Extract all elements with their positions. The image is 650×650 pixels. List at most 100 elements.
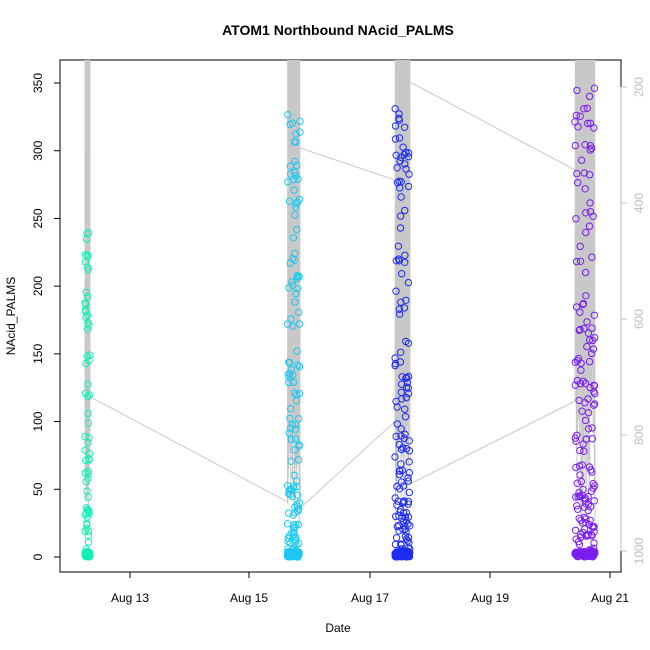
y-tick-label: 0	[31, 553, 45, 560]
data-point	[83, 352, 91, 361]
data-point	[404, 182, 413, 191]
data-point	[590, 401, 598, 409]
data-point	[404, 149, 413, 157]
data-point	[400, 123, 409, 132]
data-point	[401, 532, 410, 540]
data-point	[391, 359, 400, 368]
data-point	[396, 212, 405, 220]
data-point	[583, 318, 591, 326]
data-point	[405, 437, 413, 445]
y-axis: 0 50 100 150 200 250 300 350	[31, 73, 61, 560]
data-point	[396, 358, 405, 366]
data-point	[284, 111, 292, 119]
data-point	[573, 502, 581, 510]
data-point	[395, 470, 404, 479]
data-point	[287, 365, 295, 374]
data-point	[591, 389, 599, 398]
data-point	[576, 325, 584, 334]
data-point	[84, 252, 92, 260]
data-point	[589, 345, 598, 353]
data-point	[571, 550, 580, 558]
data-point	[576, 530, 585, 538]
data-point	[295, 441, 303, 449]
data-point	[295, 389, 304, 398]
data-point	[289, 322, 297, 330]
data-point	[289, 281, 297, 289]
data-point	[392, 287, 400, 295]
data-point	[292, 477, 301, 485]
data-point	[83, 229, 91, 238]
data-point	[587, 349, 596, 358]
data-point	[395, 177, 403, 186]
data-point	[83, 325, 92, 333]
data-point	[589, 479, 597, 488]
data-point	[396, 508, 404, 516]
altitude-connector	[299, 147, 396, 181]
data-point	[581, 185, 589, 193]
data-point	[577, 366, 585, 374]
data-point	[293, 225, 301, 234]
data-point	[405, 552, 413, 560]
data-point	[581, 268, 590, 277]
data-point	[81, 432, 89, 441]
data-point	[400, 304, 409, 312]
data-point	[393, 164, 401, 172]
data-point	[391, 105, 399, 113]
data-point	[589, 212, 597, 221]
data-point	[285, 284, 293, 292]
data-point	[404, 477, 413, 485]
data-point	[85, 434, 93, 442]
data-point	[295, 550, 303, 558]
data-point	[83, 292, 92, 301]
data-point	[579, 528, 587, 536]
data-point	[293, 347, 301, 355]
y-tick-label: 50	[31, 482, 45, 496]
data-point	[401, 258, 409, 266]
data-point	[396, 310, 404, 318]
data-point	[396, 467, 404, 475]
data-point	[391, 122, 400, 130]
data-point	[397, 478, 406, 486]
data-point	[84, 419, 93, 427]
data-point	[292, 397, 301, 405]
data-point	[292, 520, 300, 529]
data-point	[286, 414, 294, 422]
data-point	[588, 468, 596, 476]
data-point	[391, 549, 400, 557]
data-point	[393, 420, 401, 428]
data-point	[573, 169, 581, 178]
data-point	[573, 431, 581, 439]
data-point	[587, 547, 595, 556]
data-point	[590, 381, 598, 389]
data-point	[296, 128, 304, 136]
data-point	[586, 146, 594, 154]
data-point	[404, 513, 413, 521]
data-point	[286, 120, 294, 129]
data-point	[295, 195, 304, 204]
data-point	[82, 235, 91, 243]
data-point	[586, 142, 595, 150]
data-point	[572, 257, 581, 266]
data-point	[577, 156, 586, 164]
altitude-series	[84, 59, 596, 530]
data-point	[284, 534, 292, 543]
data-point	[583, 342, 591, 351]
data-point	[581, 379, 590, 388]
data-point	[581, 399, 589, 407]
data-point	[294, 456, 303, 464]
data-point	[293, 482, 301, 491]
data-point	[584, 492, 592, 501]
data-point	[583, 104, 591, 113]
data-point	[586, 119, 595, 128]
data-point	[404, 474, 412, 482]
data-point	[576, 379, 585, 388]
data-point	[83, 524, 91, 532]
data-point	[395, 440, 403, 449]
data-point	[391, 135, 400, 143]
data-point	[586, 383, 594, 392]
x-axis: Aug 13 Aug 15 Aug 17 Aug 19 Aug 21	[111, 571, 629, 605]
data-point	[405, 488, 413, 497]
data-point	[292, 420, 300, 429]
data-point	[590, 311, 598, 319]
data-point	[404, 389, 413, 398]
